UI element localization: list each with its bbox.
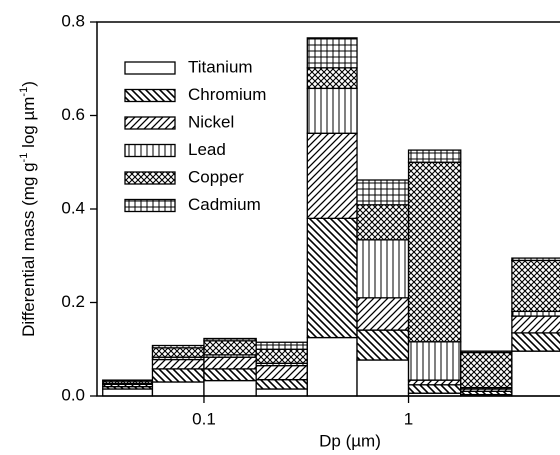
bar-segment <box>407 341 462 381</box>
bar-segment <box>306 87 358 134</box>
bar-segment <box>102 388 154 397</box>
bar-segment <box>356 179 410 206</box>
bar-segment <box>306 37 358 69</box>
legend-swatch <box>124 88 176 103</box>
legend-swatch <box>124 116 176 130</box>
bar-segment <box>255 364 308 381</box>
bar-segment <box>356 329 410 361</box>
axes: 0.0 0.2 0.4 0.6 0.8 0.1 1 <box>61 11 560 428</box>
legend-swatch <box>124 171 176 185</box>
y-tick-label: 0.8 <box>61 11 85 30</box>
bar-segment <box>460 351 513 389</box>
bar-segment <box>255 341 308 350</box>
bar-segment <box>306 67 358 90</box>
bar-segment <box>151 347 205 358</box>
x-axis-label: Dp (µm) <box>319 431 381 450</box>
bar-segment <box>306 217 358 339</box>
bar-segment <box>306 336 358 397</box>
legend-label: Nickel <box>188 112 234 131</box>
bar-segment <box>203 368 257 382</box>
legend-swatch <box>124 61 176 75</box>
legend-swatch <box>124 143 176 158</box>
legend-label: Copper <box>188 167 244 186</box>
bar-segment <box>151 368 205 383</box>
y-axis-label-part: log µm <box>19 97 38 153</box>
bar-segment <box>306 132 358 219</box>
bar-segment <box>203 379 257 397</box>
legend-label: Titanium <box>188 57 253 76</box>
y-axis-label-part: Differential mass (mg g <box>19 162 38 336</box>
bar-segment <box>151 344 205 349</box>
bar-segment <box>511 332 560 352</box>
y-tick-label: 0.2 <box>61 292 85 311</box>
bar-segment <box>460 350 513 354</box>
bar-segment <box>511 259 560 313</box>
bar-segment <box>407 161 462 343</box>
legend-label: Cadmium <box>188 195 261 214</box>
y-axis-label-part: ) <box>19 81 38 87</box>
bars <box>102 37 560 397</box>
bar-segment <box>511 310 560 317</box>
bar-segment <box>356 204 410 241</box>
bar-segment <box>356 297 410 331</box>
bar-segment <box>511 350 560 397</box>
y-axis-label: Differential mass (mg g-1 log µm-1) <box>18 81 39 337</box>
bar-segment <box>203 356 257 370</box>
bar-segment <box>356 359 410 397</box>
y-tick-label: 0.0 <box>61 385 85 404</box>
bar-segment <box>407 149 462 163</box>
bar-segment <box>255 378 308 390</box>
legend: Titanium Chromium Nickel Lead Copper Cadmium <box>124 57 266 214</box>
bar-segment <box>511 315 560 334</box>
bar-segment <box>356 239 410 299</box>
bar-segment <box>203 337 257 342</box>
bar-segment <box>255 388 308 397</box>
x-tick-label: 0.1 <box>192 409 216 428</box>
y-tick-label: 0.6 <box>61 105 85 124</box>
x-tick-label: 1 <box>404 409 413 428</box>
bar-segment <box>102 379 154 382</box>
bar-segment <box>511 257 560 262</box>
y-axis-label-part: -1 <box>18 87 30 97</box>
bar-segment <box>407 384 462 394</box>
bar-segment <box>255 348 308 364</box>
bar-segment <box>151 358 205 370</box>
legend-label: Lead <box>188 140 226 159</box>
bar-segment <box>407 379 462 386</box>
legend-swatch <box>124 198 176 213</box>
y-axis-label-part: -1 <box>18 153 30 163</box>
bar-segment <box>203 340 257 356</box>
legend-label: Chromium <box>188 85 266 104</box>
bar-segment <box>151 381 205 397</box>
y-tick-label: 0.4 <box>61 198 85 217</box>
